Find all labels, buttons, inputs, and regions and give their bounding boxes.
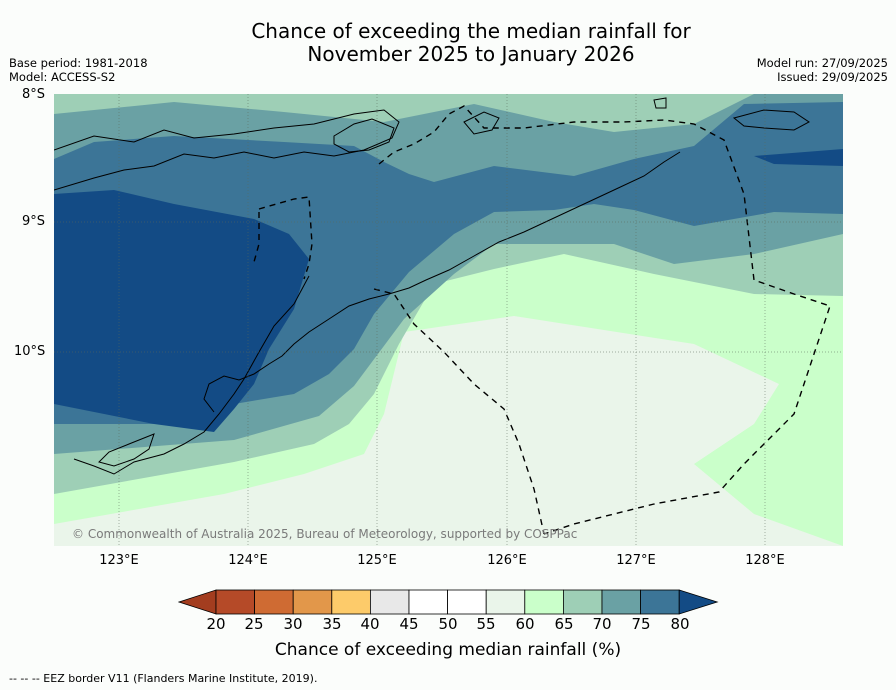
lat-label-8s: 8°S — [22, 87, 46, 102]
colorbar-segment — [292, 589, 333, 615]
title-line-2: November 2025 to January 2026 — [307, 42, 635, 66]
cb-tick-25: 25 — [244, 615, 264, 633]
colorbar-segment — [524, 589, 564, 615]
lon-label-127e: 127°E — [616, 553, 656, 568]
band-85-plus-east — [754, 149, 843, 166]
eez-legend-note: -- -- -- EEZ border V11 (Flanders Marine… — [9, 672, 318, 685]
lon-label-128e: 128°E — [745, 553, 785, 568]
colorbar-segment — [485, 589, 526, 615]
cb-tick-75: 75 — [631, 615, 651, 633]
model-name: Model: ACCESS-S2 — [9, 70, 116, 84]
colorbar-segment — [601, 589, 641, 615]
cb-tick-80: 80 — [670, 615, 690, 633]
colorbar-label: Chance of exceeding median rainfall (%) — [274, 640, 622, 660]
title-line-1: Chance of exceeding the median rainfall … — [251, 19, 691, 43]
colorbar-segment — [331, 589, 371, 615]
base-period: Base period: 1981-2018 — [9, 56, 148, 70]
cb-tick-30: 30 — [283, 615, 303, 633]
cb-tick-50: 50 — [438, 615, 458, 633]
map-title: Chance of exceeding the median rainfall … — [0, 20, 896, 66]
copyright-text: © Commonwealth of Australia 2025, Bureau… — [72, 527, 578, 541]
meta-right: Model run: 27/09/2025 Issued: 29/09/2025 — [757, 56, 888, 84]
model-run: Model run: 27/09/2025 — [756, 56, 888, 70]
cb-tick-35: 35 — [322, 615, 342, 633]
cb-tick-60: 60 — [515, 615, 535, 633]
cb-tick-55: 55 — [476, 615, 496, 633]
colorbar-segment — [254, 589, 294, 615]
colorbar-segment — [678, 589, 719, 615]
colorbar-segment — [178, 589, 217, 615]
cb-tick-20: 20 — [206, 615, 226, 633]
lon-label-126e: 126°E — [487, 553, 527, 568]
eez-border — [253, 105, 831, 535]
colorbar — [178, 589, 719, 615]
colorbar-segment — [447, 589, 487, 615]
cb-tick-65: 65 — [554, 615, 574, 633]
meta-left: Base period: 1981-2018 Model: ACCESS-S2 — [9, 56, 148, 84]
colorbar-segment — [408, 589, 448, 615]
cb-tick-45: 45 — [399, 615, 419, 633]
lon-label-124e: 124°E — [228, 553, 268, 568]
lon-label-123e: 123°E — [99, 553, 139, 568]
band-85-plus — [54, 190, 309, 432]
rainfall-map — [54, 94, 843, 546]
lat-label-9s: 9°S — [22, 214, 46, 229]
coastline — [54, 97, 810, 475]
lat-label-10s: 10°S — [14, 344, 46, 359]
colorbar-segment — [369, 589, 410, 615]
colorbar-segment — [215, 589, 255, 615]
lon-label-125e: 125°E — [357, 553, 397, 568]
colorbar-segment — [562, 589, 603, 615]
cb-tick-70: 70 — [592, 615, 612, 633]
issued-date: Issued: 29/09/2025 — [777, 70, 888, 84]
cb-tick-40: 40 — [360, 615, 380, 633]
colorbar-segment — [640, 589, 680, 615]
gridlines — [54, 94, 843, 546]
